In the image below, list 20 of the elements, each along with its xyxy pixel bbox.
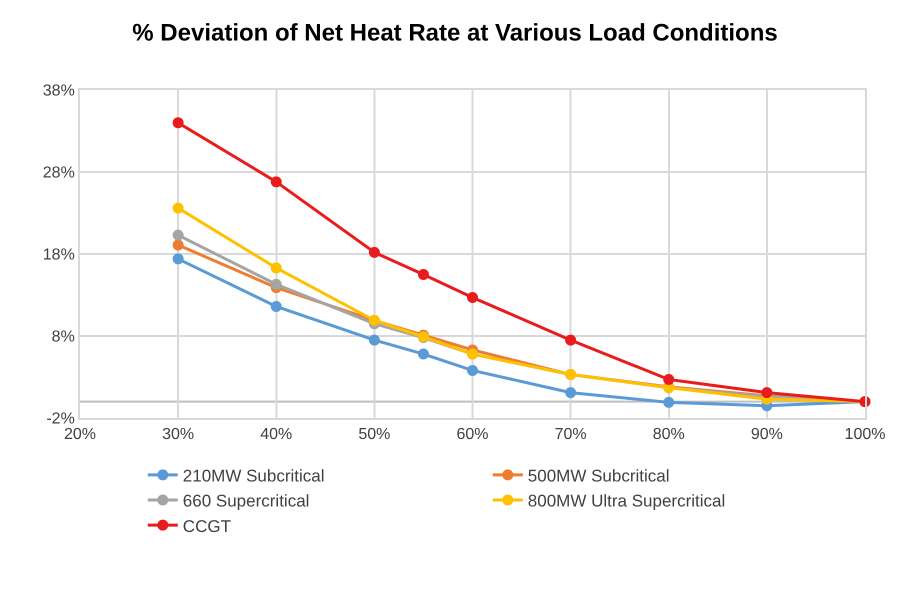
legend-label: 500MW Subcritical xyxy=(528,466,670,486)
legend-label: CCGT xyxy=(182,516,231,536)
x-tick-label: 50% xyxy=(358,426,390,444)
x-tick-label: 40% xyxy=(260,426,292,444)
y-tick-label: 18% xyxy=(42,246,75,264)
legend-label: 210MW Subcritical xyxy=(182,466,325,486)
legend-label: 800MW Ultra Supercritical xyxy=(528,492,726,511)
x-tick-label: 100% xyxy=(844,426,886,444)
y-tick-label: 38% xyxy=(42,82,75,100)
y-tick-label: -2% xyxy=(46,410,75,428)
y-tick-label: 8% xyxy=(52,328,75,346)
x-tick-label: 60% xyxy=(456,426,489,444)
x-tick-label: 30% xyxy=(162,426,194,444)
chart-title: % Deviation of Net Heat Rate at Various Load Conditions xyxy=(132,20,778,47)
x-tick-label: 90% xyxy=(750,426,783,444)
y-tick-label: 28% xyxy=(42,164,75,182)
x-tick-label: 20% xyxy=(64,426,96,444)
x-tick-label: 70% xyxy=(554,426,587,444)
legend-label: 660 Supercritical xyxy=(182,492,310,511)
x-tick-label: 80% xyxy=(652,426,685,444)
